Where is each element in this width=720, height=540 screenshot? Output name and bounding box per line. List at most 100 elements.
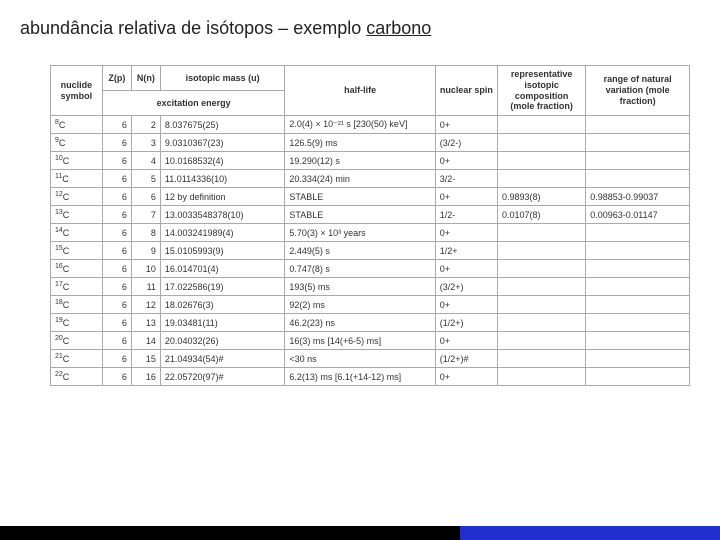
cell-range bbox=[586, 224, 690, 242]
cell-spin: 0+ bbox=[435, 260, 497, 278]
cell-nuclide: 18C bbox=[51, 296, 103, 314]
cell-z: 6 bbox=[102, 350, 131, 368]
col-spin: nuclear spin bbox=[435, 66, 497, 116]
cell-nuclide: 14C bbox=[51, 224, 103, 242]
table-row: 9C639.0310367(23)126.5(9) ms(3/2-) bbox=[51, 134, 690, 152]
cell-mass: 14.003241989(4) bbox=[160, 224, 284, 242]
cell-half-life: 0.747(8) s bbox=[285, 260, 435, 278]
cell-n: 8 bbox=[131, 224, 160, 242]
cell-nuclide: 21C bbox=[51, 350, 103, 368]
table-row: 14C6814.003241989(4)5.70(3) × 10³ years0… bbox=[51, 224, 690, 242]
title-underline: carbono bbox=[366, 18, 431, 38]
table-row: 21C61521.04934(54)#<30 ns(1/2+)# bbox=[51, 350, 690, 368]
footer-black bbox=[0, 526, 460, 540]
cell-n: 12 bbox=[131, 296, 160, 314]
cell-spin: (3/2+) bbox=[435, 278, 497, 296]
cell-mass: 17.022586(19) bbox=[160, 278, 284, 296]
cell-half-life: 16(3) ms [14(+6-5) ms] bbox=[285, 332, 435, 350]
cell-rep bbox=[498, 350, 586, 368]
cell-range bbox=[586, 314, 690, 332]
cell-n: 3 bbox=[131, 134, 160, 152]
cell-z: 6 bbox=[102, 278, 131, 296]
cell-z: 6 bbox=[102, 224, 131, 242]
cell-spin: 1/2+ bbox=[435, 242, 497, 260]
cell-z: 6 bbox=[102, 134, 131, 152]
cell-rep bbox=[498, 332, 586, 350]
col-excitation: excitation energy bbox=[102, 91, 285, 116]
cell-z: 6 bbox=[102, 242, 131, 260]
cell-spin: (3/2-) bbox=[435, 134, 497, 152]
table-row: 10C6410.0168532(4)19.290(12) s0+ bbox=[51, 152, 690, 170]
cell-rep bbox=[498, 116, 586, 134]
col-nuclide: nuclide symbol bbox=[51, 66, 103, 116]
cell-spin: 1/2- bbox=[435, 206, 497, 224]
cell-nuclide: 11C bbox=[51, 170, 103, 188]
cell-z: 6 bbox=[102, 332, 131, 350]
cell-spin: 0+ bbox=[435, 332, 497, 350]
cell-rep bbox=[498, 278, 586, 296]
col-z: Z(p) bbox=[102, 66, 131, 91]
cell-spin: (1/2+)# bbox=[435, 350, 497, 368]
cell-n: 11 bbox=[131, 278, 160, 296]
table-row: 17C61117.022586(19)193(5) ms(3/2+) bbox=[51, 278, 690, 296]
cell-mass: 21.04934(54)# bbox=[160, 350, 284, 368]
cell-n: 9 bbox=[131, 242, 160, 260]
isotope-table-wrap: nuclide symbol Z(p) N(n) isotopic mass (… bbox=[0, 45, 720, 386]
cell-z: 6 bbox=[102, 260, 131, 278]
col-range: range of natural variation (mole fractio… bbox=[586, 66, 690, 116]
table-body: 8C628.037675(25)2.0(4) × 10⁻²¹ s [230(50… bbox=[51, 116, 690, 386]
cell-half-life: <30 ns bbox=[285, 350, 435, 368]
cell-range bbox=[586, 134, 690, 152]
cell-rep bbox=[498, 260, 586, 278]
cell-z: 6 bbox=[102, 188, 131, 206]
cell-range bbox=[586, 368, 690, 386]
cell-z: 6 bbox=[102, 170, 131, 188]
cell-range bbox=[586, 278, 690, 296]
cell-rep bbox=[498, 170, 586, 188]
cell-nuclide: 10C bbox=[51, 152, 103, 170]
cell-n: 2 bbox=[131, 116, 160, 134]
cell-n: 13 bbox=[131, 314, 160, 332]
cell-half-life: 20.334(24) min bbox=[285, 170, 435, 188]
cell-mass: 22.05720(97)# bbox=[160, 368, 284, 386]
cell-mass: 9.0310367(23) bbox=[160, 134, 284, 152]
cell-range bbox=[586, 332, 690, 350]
cell-rep bbox=[498, 368, 586, 386]
title-text: abundância relativa de isótopos – exempl… bbox=[20, 18, 366, 38]
cell-mass: 16.014701(4) bbox=[160, 260, 284, 278]
cell-mass: 8.037675(25) bbox=[160, 116, 284, 134]
cell-half-life: 6.2(13) ms [6.1(+14-12) ms] bbox=[285, 368, 435, 386]
cell-rep bbox=[498, 134, 586, 152]
cell-mass: 15.0105993(9) bbox=[160, 242, 284, 260]
cell-spin: (1/2+) bbox=[435, 314, 497, 332]
cell-nuclide: 8C bbox=[51, 116, 103, 134]
cell-spin: 0+ bbox=[435, 152, 497, 170]
cell-spin: 0+ bbox=[435, 116, 497, 134]
cell-n: 7 bbox=[131, 206, 160, 224]
cell-nuclide: 20C bbox=[51, 332, 103, 350]
cell-nuclide: 17C bbox=[51, 278, 103, 296]
footer-blue bbox=[460, 526, 720, 540]
footer-bar bbox=[0, 526, 720, 540]
cell-n: 5 bbox=[131, 170, 160, 188]
header-row-1: nuclide symbol Z(p) N(n) isotopic mass (… bbox=[51, 66, 690, 91]
cell-half-life: 92(2) ms bbox=[285, 296, 435, 314]
cell-z: 6 bbox=[102, 368, 131, 386]
cell-half-life: 126.5(9) ms bbox=[285, 134, 435, 152]
cell-z: 6 bbox=[102, 116, 131, 134]
cell-z: 6 bbox=[102, 152, 131, 170]
cell-range bbox=[586, 350, 690, 368]
cell-mass: 10.0168532(4) bbox=[160, 152, 284, 170]
cell-half-life: 5.70(3) × 10³ years bbox=[285, 224, 435, 242]
table-row: 8C628.037675(25)2.0(4) × 10⁻²¹ s [230(50… bbox=[51, 116, 690, 134]
col-rep: representative isotopic composition (mol… bbox=[498, 66, 586, 116]
cell-rep bbox=[498, 224, 586, 242]
cell-half-life: STABLE bbox=[285, 188, 435, 206]
cell-spin: 3/2- bbox=[435, 170, 497, 188]
cell-spin: 0+ bbox=[435, 368, 497, 386]
cell-spin: 0+ bbox=[435, 188, 497, 206]
cell-range bbox=[586, 296, 690, 314]
cell-range: 0.00963-0.01147 bbox=[586, 206, 690, 224]
cell-mass: 18.02676(3) bbox=[160, 296, 284, 314]
cell-range bbox=[586, 260, 690, 278]
